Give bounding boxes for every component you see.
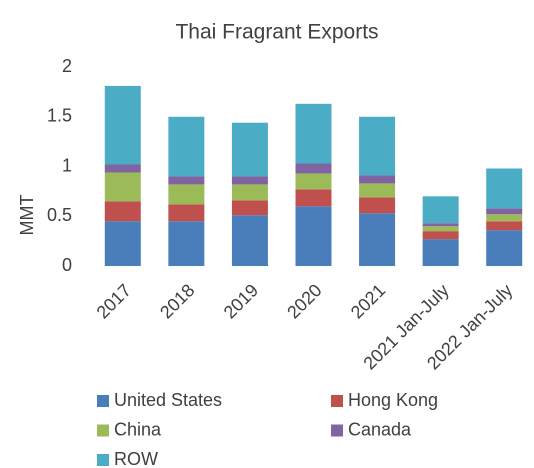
bar-segment [486,208,523,215]
legend-label: China [114,419,162,439]
bar-segment [168,204,205,222]
bar-segment [486,221,523,231]
bar-segment [104,172,141,202]
legend-swatch [331,395,343,407]
bar-segment [295,173,332,190]
bar-segment [422,223,459,227]
bar-segment [168,221,205,266]
legend-label: United States [114,390,222,410]
bar-segment [231,215,268,266]
legend-label: Canada [348,419,412,439]
bar-segment [104,164,141,173]
legend-label: Hong Kong [348,390,438,410]
x-tick-label: 2021 [347,280,389,322]
legend-swatch [97,424,109,437]
y-axis-label: MMT [17,195,37,236]
bar-segment [104,85,141,165]
legend-swatch [97,395,109,407]
chart-title: Thai Fragrant Exports [175,21,378,44]
legend-swatch [331,424,343,437]
bar-segment [295,189,332,207]
y-tick-label: 0.5 [47,205,72,225]
y-tick-label: 1 [62,155,72,175]
bar-segment [231,176,268,185]
y-tick-label: 1.5 [47,106,72,126]
bar-segment [295,103,332,164]
bar-segment [486,214,523,222]
bar-segment [422,196,459,224]
bar-segment [422,239,459,266]
bar-segment [486,230,523,266]
x-tick-label: 2018 [156,280,198,322]
x-tick-label: 2017 [93,280,135,322]
bar-segment [359,116,396,176]
bar-segment [359,175,396,184]
bar-segment [231,184,268,201]
bar-segment [104,221,141,266]
x-tick-label: 2019 [220,280,262,322]
bar-segment [168,176,205,185]
bar-segment [359,183,396,198]
bar-segment [168,116,205,177]
bar-segment [231,122,268,177]
bar-segment [422,231,459,240]
bar-segment [168,184,205,205]
x-tick-label: 2020 [283,280,325,322]
bar-segment [231,200,268,216]
bar-segment [359,213,396,266]
bar-segment [422,226,459,232]
bar-segment [104,201,141,222]
y-tick-label: 0 [62,255,72,275]
y-tick-label: 2 [62,56,72,76]
bar-segment [486,168,523,209]
legend-label: ROW [114,449,158,468]
legend-swatch [97,454,109,466]
bar-segment [359,197,396,214]
bar-segment [295,163,332,174]
bar-segment [295,206,332,266]
